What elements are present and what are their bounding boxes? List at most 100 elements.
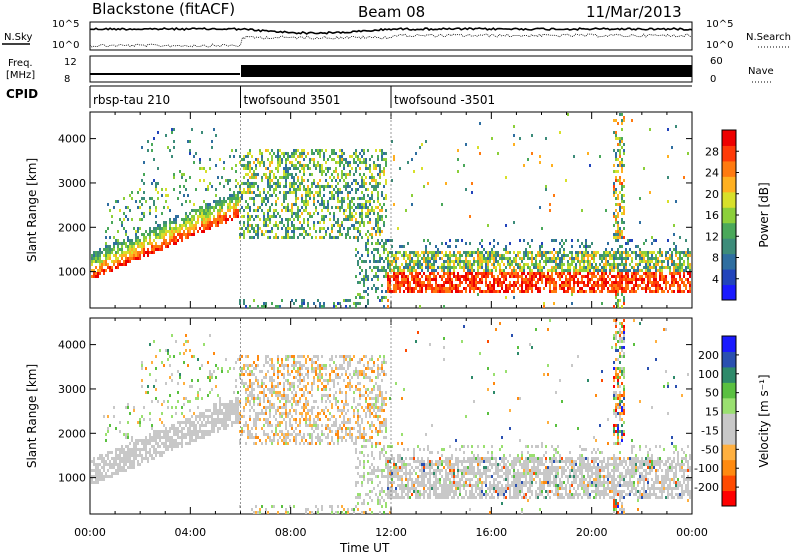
heatmap-cell (117, 454, 119, 457)
heatmap-cell (615, 257, 617, 260)
heatmap-cell (611, 248, 613, 251)
heatmap-cell (493, 251, 495, 254)
heatmap-cell (689, 272, 691, 275)
heatmap-cell (397, 266, 399, 269)
heatmap-cell (117, 469, 119, 472)
heatmap-cell (473, 278, 475, 281)
heatmap-cell (567, 281, 569, 284)
heatmap-cell (379, 209, 381, 212)
heatmap-cell (127, 457, 129, 460)
heatmap-cell (373, 254, 375, 257)
heatmap-cell (621, 236, 623, 239)
heatmap-cell (273, 391, 275, 394)
heatmap-cell (213, 409, 215, 412)
heatmap-cell (119, 254, 121, 257)
heatmap-cell (687, 248, 689, 251)
heatmap-cell (289, 382, 291, 385)
heatmap-cell (379, 203, 381, 206)
heatmap-cell (295, 394, 297, 397)
heatmap-cell (183, 221, 185, 224)
heatmap-cell (685, 278, 687, 281)
heatmap-cell (603, 284, 605, 287)
heatmap-cell (261, 197, 263, 200)
heatmap-cell (643, 242, 645, 245)
heatmap-cell (397, 227, 399, 230)
heatmap-cell (331, 236, 333, 239)
heatmap-cell (475, 284, 477, 287)
heatmap-cell (487, 284, 489, 287)
y-tick-label: 1000 (58, 266, 86, 279)
heatmap-cell (353, 302, 355, 305)
heatmap-cell (373, 167, 375, 170)
heatmap-cell (105, 245, 107, 248)
heatmap-cell (179, 224, 181, 227)
heatmap-cell (137, 442, 139, 445)
heatmap-cell (151, 197, 153, 200)
heatmap-cell (179, 236, 181, 239)
heatmap-cell (327, 167, 329, 170)
heatmap-cell (263, 188, 265, 191)
heatmap-cell (285, 206, 287, 209)
heatmap-cell (405, 260, 407, 263)
heatmap-cell (457, 158, 459, 161)
heatmap-cell (329, 212, 331, 215)
heatmap-cell (283, 436, 285, 439)
heatmap-cell (411, 260, 413, 263)
heatmap-cell (431, 254, 433, 257)
heatmap-cell (203, 415, 205, 418)
heatmap-cell (577, 251, 579, 254)
heatmap-cell (315, 206, 317, 209)
heatmap-cell (251, 185, 253, 188)
heatmap-cell (253, 191, 255, 194)
heatmap-cell (285, 379, 287, 382)
heatmap-cell (517, 251, 519, 254)
heatmap-cell (549, 260, 551, 263)
heatmap-cell (671, 260, 673, 263)
heatmap-cell (623, 227, 625, 230)
heatmap-cell (351, 197, 353, 200)
heatmap-cell (127, 239, 129, 242)
heatmap-cell (683, 275, 685, 278)
heatmap-cell (277, 406, 279, 409)
heatmap-cell (607, 275, 609, 278)
heatmap-cell (219, 403, 221, 406)
heatmap-cell (95, 469, 97, 472)
heatmap-cell (365, 167, 367, 170)
heatmap-cell (215, 188, 217, 191)
heatmap-cell (579, 251, 581, 254)
heatmap-cell (513, 143, 515, 146)
nsearch-line (89, 33, 693, 48)
heatmap-cell (103, 466, 105, 469)
colorbar-tick-label: 4 (712, 273, 719, 286)
heatmap-cell (619, 191, 621, 194)
heatmap-cell (335, 152, 337, 155)
heatmap-cell (645, 254, 647, 257)
heatmap-cell (661, 260, 663, 263)
heatmap-cell (619, 227, 621, 230)
heatmap-cell (263, 382, 265, 385)
heatmap-cell (365, 272, 367, 275)
heatmap-cell (175, 430, 177, 433)
heatmap-cell (615, 152, 617, 155)
heatmap-cell (271, 170, 273, 173)
heatmap-cell (363, 296, 365, 299)
heatmap-cell (613, 188, 615, 191)
heatmap-cell (337, 218, 339, 221)
heatmap-cell (135, 248, 137, 251)
heatmap-cell (689, 269, 691, 272)
heatmap-cell (521, 290, 523, 293)
heatmap-cell (215, 364, 217, 367)
heatmap-cell (109, 266, 111, 269)
heatmap-cell (469, 260, 471, 263)
heatmap-cell (301, 152, 303, 155)
heatmap-cell (425, 248, 427, 251)
heatmap-cell (449, 290, 451, 293)
heatmap-cell (645, 269, 647, 272)
heatmap-cell (281, 218, 283, 221)
heatmap-cell (223, 197, 225, 200)
heatmap-cell (123, 212, 125, 215)
heatmap-cell (413, 278, 415, 281)
heatmap-cell (263, 394, 265, 397)
heatmap-cell (181, 203, 183, 206)
